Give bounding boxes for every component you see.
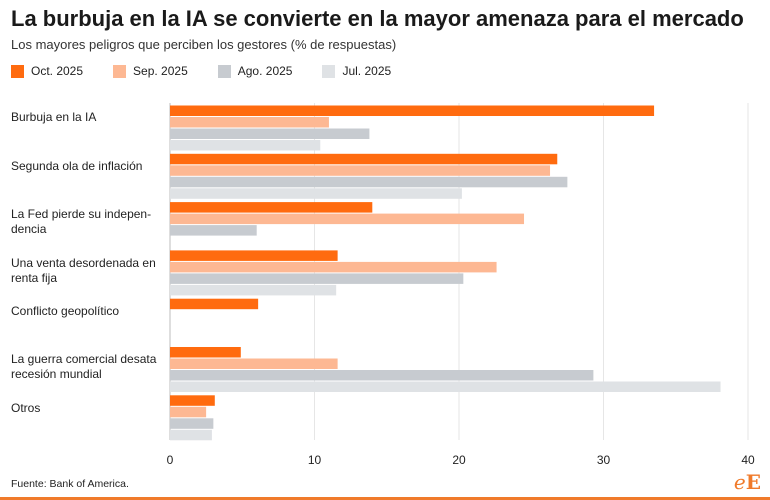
legend-item-jul-2025: Jul. 2025 (322, 64, 391, 78)
chart-title: La burbuja en la IA se convierte en la m… (11, 6, 744, 31)
bar (170, 381, 721, 392)
legend-swatch-jul-2025 (322, 64, 336, 78)
legend-label-jul-2025: Jul. 2025 (342, 64, 392, 78)
category-label-line: dencia (11, 222, 47, 236)
x-tick-label: 30 (597, 453, 611, 467)
source-note: Fuente: Bank of America. (11, 478, 129, 490)
bar (170, 273, 464, 284)
bar (170, 347, 241, 358)
category-label-line: Otros (11, 401, 41, 415)
bar (170, 153, 558, 165)
bar (170, 429, 212, 441)
category-label-line: Conflicto geopolítico (11, 304, 120, 318)
category-label-line: Segunda ola de inflación (11, 159, 143, 173)
category-label-venta-renta-fija: Una venta desordenada en renta fija (11, 256, 161, 286)
bar (170, 202, 373, 213)
x-tick-label: 10 (308, 453, 322, 467)
category-label-conflicto-geopolitico: Conflicto geopolítico (11, 304, 161, 319)
logo-letter-accent: E (745, 470, 761, 494)
legend-label-oct-2025: Oct. 2025 (31, 64, 84, 78)
legend-swatch-sep-2025 (113, 64, 127, 78)
bar (170, 370, 594, 381)
legend-item-ago-2025: Ago. 2025 (217, 64, 293, 78)
x-tick-label: 0 (167, 453, 174, 467)
category-label-segunda-ola-inflacion: Segunda ola de inflación (11, 159, 161, 174)
chart-subtitle: Los mayores peligros que perciben los ge… (11, 37, 397, 52)
bar (170, 176, 568, 188)
publisher-logo: eE (734, 470, 761, 494)
category-label-guerra-comercial: La guerra comercial desata recesión mund… (11, 352, 161, 382)
x-tick-label: 40 (741, 453, 755, 467)
category-label-otros: Otros (11, 401, 161, 416)
bar (170, 213, 525, 225)
logo-letter-e: e (733, 470, 746, 494)
bar (170, 298, 259, 310)
category-label-line: La Fed pierde su indepen- (11, 207, 152, 221)
bar (170, 418, 214, 429)
legend-swatch-oct-2025 (11, 64, 24, 78)
legend-label-sep-2025: Sep. 2025 (133, 64, 188, 78)
bar (170, 358, 338, 369)
bar (170, 395, 215, 406)
bottom-accent-bar (0, 497, 770, 500)
bar (170, 284, 337, 296)
bar (170, 261, 497, 273)
legend-label-ago-2025: Ago. 2025 (237, 64, 293, 78)
legend: Oct. 2025 Sep. 2025 Ago. 2025 Jul. 2025 (11, 63, 421, 79)
legend-item-oct-2025: Oct. 2025 (11, 64, 83, 78)
legend-item-sep-2025: Sep. 2025 (113, 64, 188, 78)
bar (170, 105, 655, 116)
legend-swatch-ago-2025 (217, 64, 231, 78)
category-label-line: Burbuja en la IA (11, 110, 97, 124)
category-label-line: Una venta desordenada en (11, 256, 156, 270)
category-label-line: renta fija (11, 271, 58, 285)
bar (170, 225, 257, 236)
category-label-fed-independencia: La Fed pierde su indepen- dencia (11, 207, 161, 237)
bar (170, 128, 370, 139)
x-tick-label: 20 (452, 453, 466, 467)
category-label-line: recesión mundial (11, 367, 102, 381)
category-label-burbuja-ia: Burbuja en la IA (11, 110, 161, 125)
category-label-line: La guerra comercial desata (11, 352, 157, 366)
bar (170, 188, 462, 199)
bar (170, 117, 329, 128)
bar (170, 406, 207, 418)
bar (170, 250, 338, 261)
bar (170, 140, 321, 151)
bar (170, 165, 551, 176)
